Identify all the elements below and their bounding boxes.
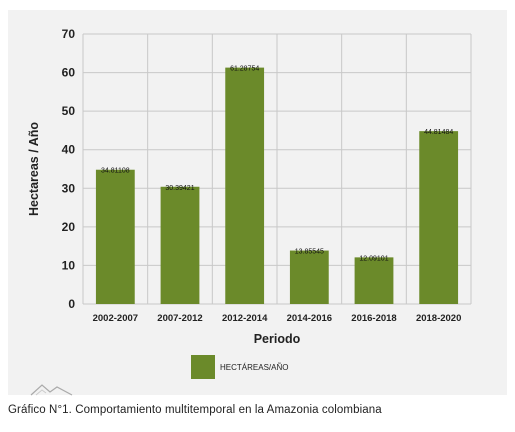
bar <box>95 169 135 304</box>
bar <box>419 131 459 304</box>
y-tick-label: 60 <box>62 66 76 80</box>
y-tick-label: 10 <box>62 258 76 272</box>
bar-value-label: 44.81484 <box>424 129 453 136</box>
bar-chart: 0 10 20 30 40 50 60 70 34.81108 2002-2007 30.39421… <box>27 27 472 379</box>
legend-label: HECTÁREAS/AÑO <box>220 363 288 372</box>
x-tick-label: 2012-2014 <box>222 313 268 324</box>
bar <box>354 257 394 304</box>
bar-value-label: 12.09101 <box>359 255 388 262</box>
x-tick-label: 2016-2018 <box>351 313 396 324</box>
bar-value-label: 30.39421 <box>165 185 194 192</box>
y-tick-label: 0 <box>68 297 75 311</box>
bar-value-label: 34.81108 <box>101 168 130 175</box>
mountain-outline-icon <box>30 384 73 396</box>
bar <box>160 186 200 304</box>
x-axis-title: Periodo <box>254 332 301 346</box>
x-tick-label: 2007-2012 <box>157 313 202 324</box>
x-tick-label: 2014-2016 <box>287 313 332 324</box>
figure-caption: Gráfico N°1. Comportamiento multitempora… <box>8 404 382 416</box>
y-axis-title: Hectareas / Año <box>27 122 41 216</box>
y-tick-label: 20 <box>62 220 76 234</box>
bar-value-label: 61.28754 <box>230 66 259 73</box>
x-tick-label: 2018-2020 <box>416 313 461 324</box>
bar <box>225 67 265 305</box>
legend-swatch <box>191 355 215 379</box>
y-tick-label: 30 <box>62 181 76 195</box>
bar-value-label: 13.85545 <box>295 249 324 256</box>
chart-panel: 0 10 20 30 40 50 60 70 34.81108 2002-2007 30.39421… <box>8 10 507 395</box>
y-tick-label: 40 <box>62 143 76 157</box>
y-tick-label: 70 <box>62 27 76 41</box>
y-tick-label: 50 <box>62 104 76 118</box>
bar <box>289 250 329 304</box>
x-tick-label: 2002-2007 <box>93 313 138 324</box>
